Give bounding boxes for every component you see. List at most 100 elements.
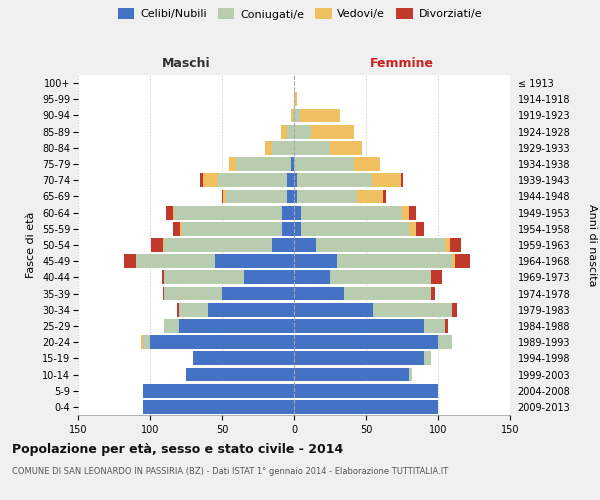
Bar — [164, 270, 244, 284]
Bar — [300, 108, 340, 122]
Bar — [358, 190, 383, 203]
Bar — [291, 108, 293, 122]
Bar — [311, 125, 355, 138]
Bar — [294, 141, 330, 154]
Text: Popolazione per età, sesso e stato civile - 2014: Popolazione per età, sesso e stato civil… — [12, 442, 343, 456]
Bar — [409, 222, 416, 235]
Bar — [294, 336, 438, 349]
Bar — [294, 238, 316, 252]
Bar — [294, 222, 301, 235]
Bar — [449, 238, 461, 252]
Bar — [401, 174, 403, 187]
Bar — [186, 368, 294, 382]
Y-axis label: Anni di nascita: Anni di nascita — [587, 204, 597, 286]
Bar — [173, 222, 180, 235]
Bar — [180, 222, 182, 235]
Bar — [151, 238, 163, 252]
Bar — [409, 368, 412, 382]
Bar — [163, 286, 164, 300]
Bar — [301, 206, 402, 220]
Bar — [143, 384, 294, 398]
Bar — [281, 125, 287, 138]
Bar — [272, 141, 294, 154]
Bar — [301, 222, 409, 235]
Bar — [226, 190, 287, 203]
Bar — [383, 190, 386, 203]
Bar — [215, 254, 294, 268]
Bar — [283, 222, 294, 235]
Bar — [294, 400, 438, 414]
Bar — [223, 190, 226, 203]
Bar — [452, 303, 457, 316]
Bar — [200, 174, 203, 187]
Bar — [287, 190, 294, 203]
Bar — [166, 206, 173, 220]
Bar — [294, 384, 438, 398]
Bar — [161, 270, 164, 284]
Bar — [373, 303, 452, 316]
Bar — [431, 270, 442, 284]
Bar — [175, 206, 283, 220]
Bar — [287, 125, 294, 138]
Bar — [287, 174, 294, 187]
Bar — [294, 270, 330, 284]
Bar — [416, 222, 424, 235]
Bar — [283, 206, 294, 220]
Bar — [452, 254, 455, 268]
Bar — [372, 174, 401, 187]
Bar — [143, 336, 150, 349]
Bar — [337, 254, 452, 268]
Bar — [295, 92, 297, 106]
Bar — [182, 222, 283, 235]
Bar — [124, 254, 136, 268]
Bar — [330, 270, 431, 284]
Bar — [316, 238, 445, 252]
Bar — [179, 319, 294, 333]
Bar — [438, 336, 452, 349]
Y-axis label: Fasce di età: Fasce di età — [26, 212, 37, 278]
Bar — [294, 286, 344, 300]
Bar — [293, 108, 294, 122]
Bar — [291, 157, 294, 171]
Bar — [203, 174, 218, 187]
Bar — [236, 157, 291, 171]
Bar — [229, 157, 236, 171]
Bar — [294, 92, 295, 106]
Text: Femmine: Femmine — [370, 57, 434, 70]
Bar — [294, 125, 311, 138]
Text: COMUNE DI SAN LEONARDO IN PASSIRIA (BZ) - Dati ISTAT 1° gennaio 2014 - Elaborazi: COMUNE DI SAN LEONARDO IN PASSIRIA (BZ) … — [12, 468, 448, 476]
Bar — [294, 254, 337, 268]
Bar — [265, 141, 272, 154]
Bar — [164, 238, 272, 252]
Bar — [294, 303, 373, 316]
Bar — [218, 174, 287, 187]
Bar — [294, 157, 355, 171]
Legend: Celibi/Nubili, Coniugati/e, Vedovi/e, Divorziati/e: Celibi/Nubili, Coniugati/e, Vedovi/e, Di… — [118, 8, 482, 20]
Bar — [173, 206, 175, 220]
Bar — [294, 108, 300, 122]
Bar — [163, 238, 164, 252]
Bar — [222, 190, 223, 203]
Bar — [150, 336, 294, 349]
Bar — [208, 303, 294, 316]
Bar — [297, 174, 372, 187]
Bar — [294, 368, 409, 382]
Bar — [178, 303, 179, 316]
Bar — [424, 352, 431, 365]
Bar — [244, 270, 294, 284]
Bar — [272, 238, 294, 252]
Bar — [164, 319, 179, 333]
Bar — [294, 319, 424, 333]
Bar — [409, 206, 416, 220]
Bar — [355, 157, 380, 171]
Bar — [431, 286, 435, 300]
Bar — [193, 352, 294, 365]
Bar — [294, 174, 297, 187]
Bar — [455, 254, 470, 268]
Bar — [445, 238, 449, 252]
Bar — [142, 336, 143, 349]
Bar — [330, 141, 362, 154]
Bar — [222, 286, 294, 300]
Bar — [424, 319, 445, 333]
Text: Maschi: Maschi — [161, 57, 211, 70]
